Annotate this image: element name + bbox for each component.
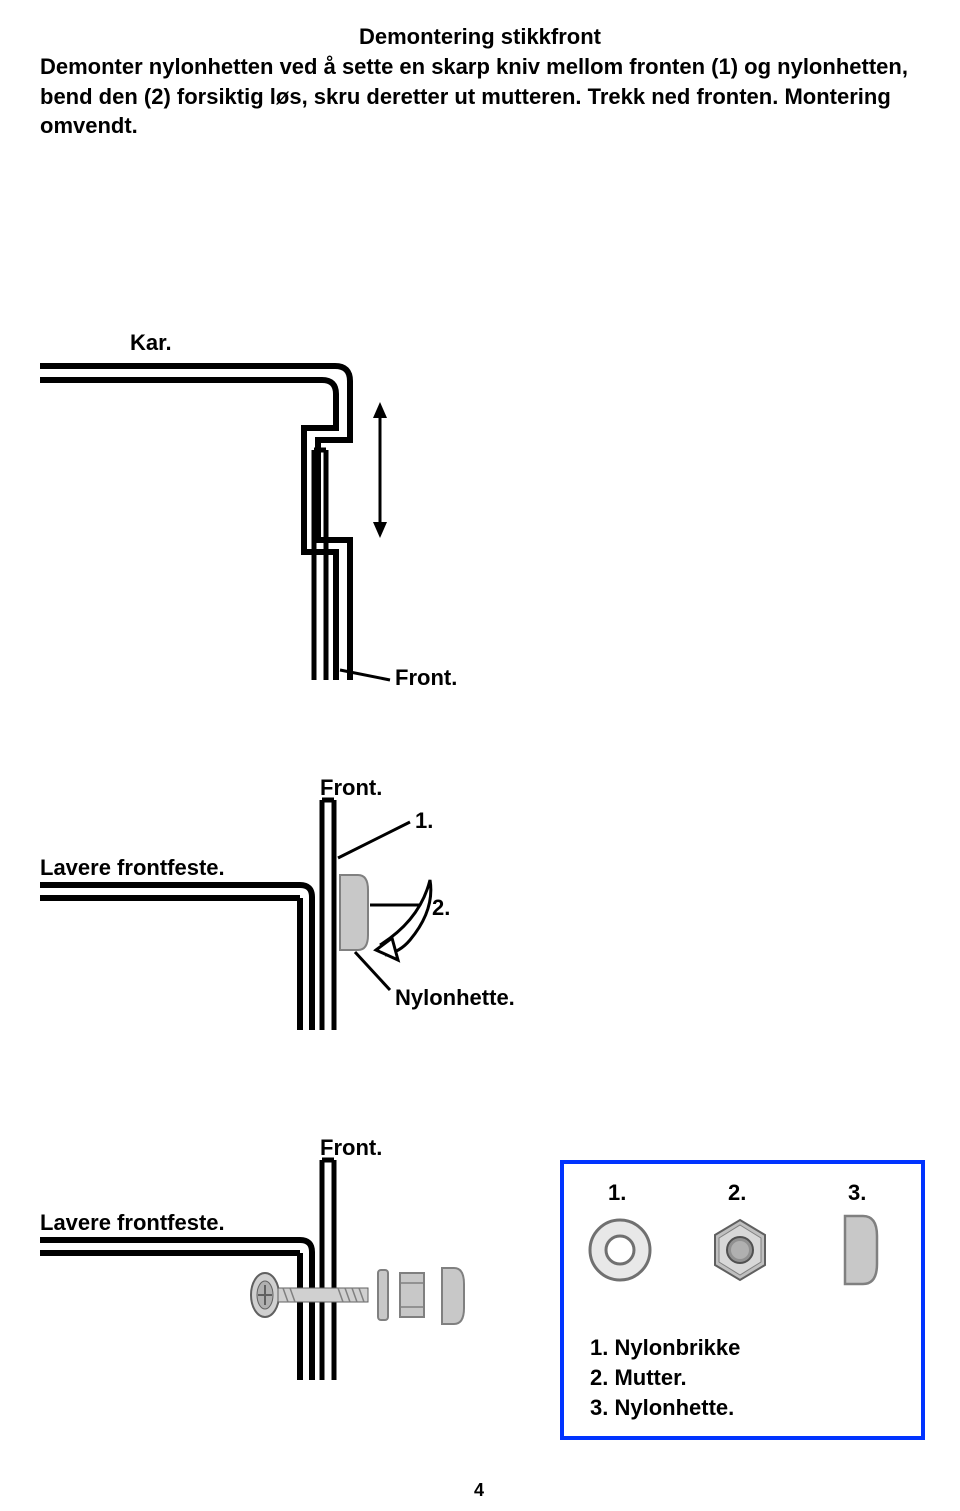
legend-num-2: 2. xyxy=(728,1180,746,1206)
legend-mutter-icon xyxy=(705,1215,775,1285)
legend-item-3: 3. Nylonhette. xyxy=(590,1395,734,1421)
diagram-kar-cross-section xyxy=(40,360,440,700)
kar-label: Kar. xyxy=(130,330,172,356)
legend-item-2: 2. Mutter. xyxy=(590,1365,687,1391)
legend-num-1: 1. xyxy=(608,1180,626,1206)
diagram-lavere-frontfeste xyxy=(40,780,520,1040)
legend-nylonbrikke-icon xyxy=(585,1215,655,1285)
page-title: Demontering stikkfront xyxy=(300,24,660,50)
instructions-paragraph: Demonter nylonhetten ved å sette en skar… xyxy=(40,52,920,141)
diagram-exploded-view xyxy=(40,1140,510,1390)
legend-num-3: 3. xyxy=(848,1180,866,1206)
front-label-1: Front. xyxy=(395,665,457,691)
legend-nylonhette-icon xyxy=(835,1212,885,1288)
page-number: 4 xyxy=(474,1480,484,1501)
legend-item-1: 1. Nylonbrikke xyxy=(590,1335,740,1361)
